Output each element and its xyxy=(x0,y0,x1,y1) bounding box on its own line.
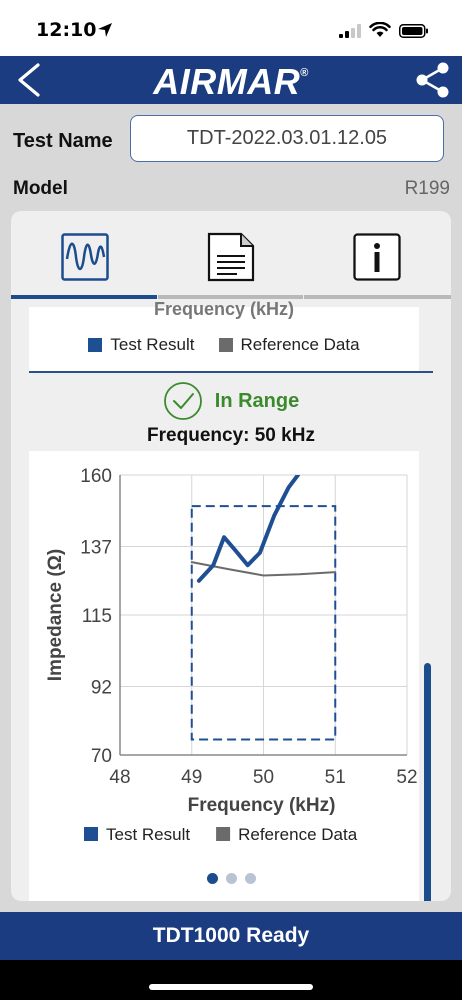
wifi-icon xyxy=(369,22,391,37)
range-status-row: In Range xyxy=(29,381,433,421)
status-time: 12:10 xyxy=(36,19,97,41)
tab-indicator-active xyxy=(11,295,157,299)
model-value: R199 xyxy=(404,178,450,199)
battery-icon xyxy=(399,24,428,38)
location-arrow-icon xyxy=(98,23,112,37)
legend-swatch xyxy=(84,827,98,841)
legend-swatch xyxy=(216,827,231,841)
previous-chart-xlabel: Frequency (kHz) xyxy=(153,299,295,319)
legend-swatch xyxy=(88,338,103,352)
test-name-label: Test Name xyxy=(13,130,113,152)
y-tick-label: 160 xyxy=(80,466,112,487)
y-tick-label: 70 xyxy=(91,746,112,767)
legend-label: Reference Data xyxy=(238,825,358,844)
in-range-box xyxy=(190,505,337,741)
tab-graph[interactable] xyxy=(61,231,109,283)
result-status: In Range Frequency: 50 kHz xyxy=(29,373,433,459)
test-name-field[interactable]: TDT-2022.03.01.12.05 xyxy=(130,115,444,162)
results-card: Frequency (kHz) Test Result Reference Da… xyxy=(11,211,451,901)
legend-item: Test Result xyxy=(88,335,195,355)
share-icon[interactable] xyxy=(412,61,452,99)
back-chevron-icon[interactable] xyxy=(12,62,48,98)
nav-bar: AIRMAR® xyxy=(0,56,462,104)
y-tick-label: 137 xyxy=(80,538,112,559)
y-tick-label: 92 xyxy=(91,678,112,699)
device-status-text: TDT1000 Ready xyxy=(152,924,310,947)
impedance-chart: 48 49 50 51 52 70 92 115 137 160 Frequency (kHz) Im… xyxy=(29,451,419,901)
y-tick-label: 115 xyxy=(82,606,112,627)
device-status-bar: TDT1000 Ready xyxy=(0,912,462,960)
page-dot[interactable] xyxy=(244,873,256,884)
logo-text: AIRMAR xyxy=(153,61,301,102)
x-tick-label: 48 xyxy=(109,767,130,788)
legend-item: Reference Data xyxy=(218,335,360,355)
airmar-logo: AIRMAR® xyxy=(0,61,462,103)
page-indicator xyxy=(11,873,451,884)
range-status-text: In Range xyxy=(214,389,300,412)
check-circle-icon xyxy=(163,382,202,420)
x-tick-label: 51 xyxy=(325,767,346,788)
legend-label: Reference Data xyxy=(240,335,360,354)
tab-info[interactable] xyxy=(353,231,401,283)
x-tick-label: 50 xyxy=(253,767,274,788)
y-axis-label: Impedance (Ω) xyxy=(45,549,66,681)
impedance-chart-svg: 48 49 50 51 52 70 92 115 137 160 Frequency (kHz) Im… xyxy=(45,466,418,844)
test-result-line xyxy=(196,475,300,583)
tab-indicator xyxy=(158,295,303,299)
page-dot[interactable] xyxy=(225,873,237,884)
legend-label: Test Result xyxy=(110,335,195,354)
legend-swatch xyxy=(218,338,233,352)
info-icon xyxy=(353,233,401,281)
status-bar: 12:10 xyxy=(0,0,462,56)
waveform-icon xyxy=(61,233,109,281)
home-bar-area xyxy=(0,960,462,1000)
previous-chart-legend: Test Result Reference Data xyxy=(29,335,419,355)
tab-report[interactable] xyxy=(207,231,255,283)
x-axis-label: Frequency (kHz) xyxy=(188,795,336,816)
legend-label: Test Result xyxy=(106,825,190,844)
x-tick-label: 52 xyxy=(396,767,417,788)
frequency-readout: Frequency: 50 kHz xyxy=(147,425,315,446)
scrollbar-thumb[interactable] xyxy=(424,663,431,901)
main-content: Test Name TDT-2022.03.01.12.05 Model R19… xyxy=(0,104,462,912)
cellular-signal-icon xyxy=(339,24,361,38)
section-divider xyxy=(29,371,433,373)
logo-registered-mark: ® xyxy=(300,67,309,79)
reference-data-line xyxy=(190,561,337,577)
home-indicator[interactable] xyxy=(149,984,313,990)
model-label: Model xyxy=(13,178,68,199)
x-tick-label: 49 xyxy=(181,767,202,788)
tab-indicator xyxy=(304,295,451,299)
page-dot-active[interactable] xyxy=(206,873,218,884)
document-icon xyxy=(207,232,255,282)
